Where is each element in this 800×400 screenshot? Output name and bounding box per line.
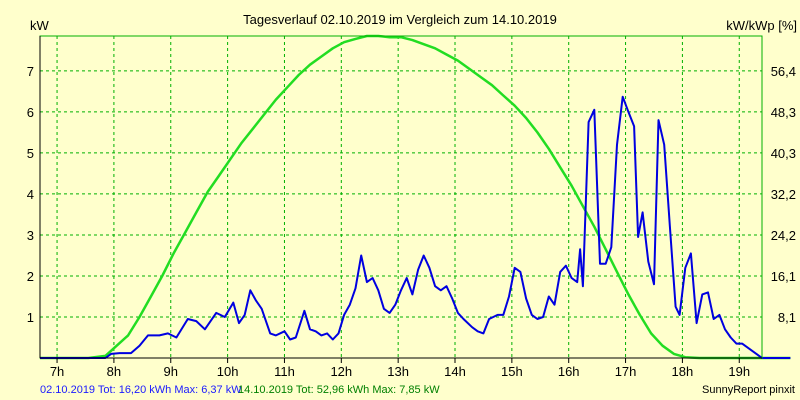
x-tick-label-10: 17h	[615, 364, 637, 379]
x-tick-label-11: 18h	[672, 364, 694, 379]
x-tick-label-6: 13h	[387, 364, 409, 379]
x-tick-label-9: 16h	[558, 364, 580, 379]
x-tick-label-2: 9h	[164, 364, 178, 379]
series-line-02-10-2019	[40, 95, 791, 359]
x-tick-label-0: 7h	[50, 364, 64, 379]
y-tick-label-right-0: 8,1	[778, 310, 796, 325]
x-tick-label-5: 12h	[330, 364, 352, 379]
y-tick-label-left-4: 5	[27, 146, 34, 161]
y-tick-label-left-3: 4	[27, 187, 34, 202]
y-axis-label-right: kW/kWp [%]	[726, 18, 797, 33]
x-tick-label-8: 15h	[501, 364, 523, 379]
y-tick-label-left-5: 6	[27, 105, 34, 120]
x-tick-label-3: 10h	[217, 364, 239, 379]
chart-title: Tagesverlauf 02.10.2019 im Vergleich zum…	[243, 12, 557, 27]
grid	[40, 36, 762, 358]
credit-text: SunnyReport pinxit	[702, 384, 795, 396]
y-tick-label-left-0: 1	[27, 310, 34, 325]
tick-labels: 7h 8h 9h 10h 11h 12h 13h 14h 15h 16h 17h 18h 19h 1 2 3 4…	[27, 64, 796, 379]
y-tick-label-right-2: 24,2	[771, 228, 796, 243]
y-tick-label-left-6: 7	[27, 64, 34, 79]
axes	[39, 35, 763, 363]
series1-summary: 02.10.2019 Tot: 16,20 kWh Max: 6,37 kW	[40, 384, 242, 396]
x-tick-label-12: 19h	[728, 364, 750, 379]
y-tick-label-right-4: 40,3	[771, 146, 796, 161]
series2-summary: 14.10.2019 Tot: 52,96 kWh Max: 7,85 kW	[238, 384, 440, 396]
y-tick-label-left-1: 2	[27, 269, 34, 284]
x-tick-label-4: 11h	[274, 364, 295, 379]
y-tick-label-right-1: 16,1	[771, 269, 796, 284]
series-layer	[40, 34, 791, 360]
y-tick-label-right-5: 48,3	[771, 105, 796, 120]
x-tick-label-1: 8h	[107, 364, 121, 379]
y-tick-label-right-6: 56,4	[771, 64, 796, 79]
y-axis-label-left: kW	[30, 18, 50, 33]
series-line-14-10-2019	[40, 34, 791, 360]
y-tick-label-right-3: 32,2	[771, 187, 796, 202]
x-tick-label-7: 14h	[444, 364, 466, 379]
y-tick-label-left-2: 3	[27, 228, 34, 243]
